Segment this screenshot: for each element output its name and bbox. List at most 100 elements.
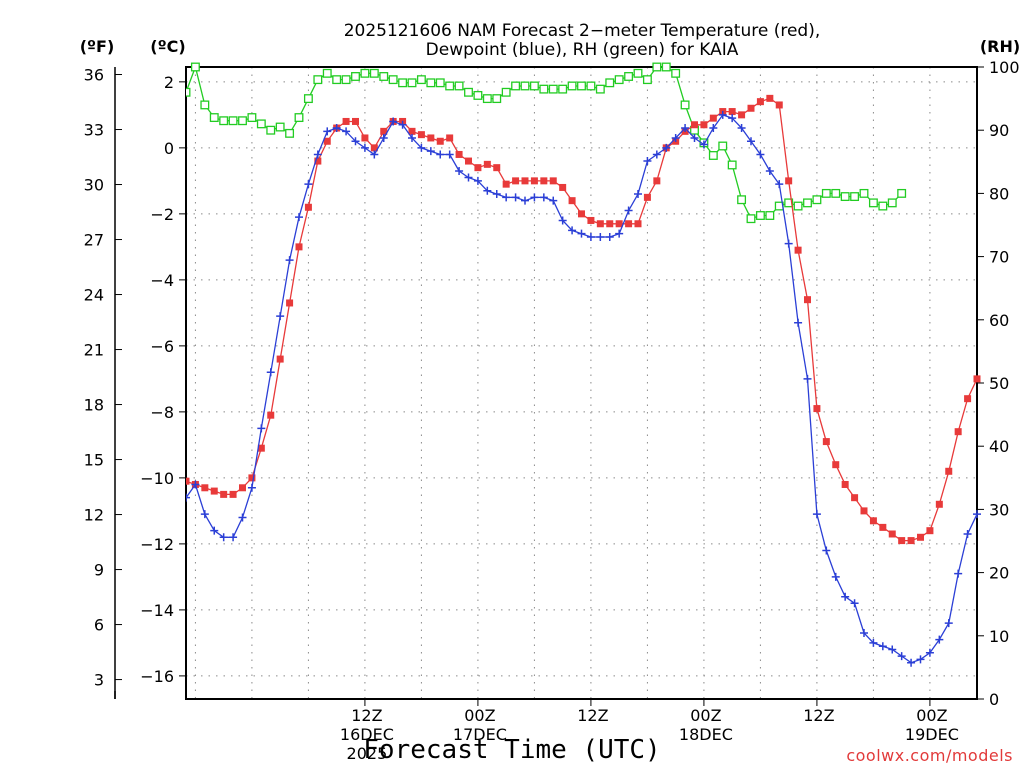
rh-point [605,78,615,88]
rh-point [558,84,568,94]
rh-point [718,141,728,151]
temperature-point [926,527,934,535]
rh-tick-label: 60 [989,311,1009,330]
dewpoint-point [690,133,699,142]
rh-point [973,0,981,8]
dewpoint-point [925,648,934,657]
temperature-point [587,216,595,224]
temperature-point [361,134,369,142]
temperature-point [898,537,906,545]
dewpoint-point [944,619,953,628]
x-tick-label: 18DEC [679,725,733,744]
rh-point [482,94,492,104]
rh-point [266,125,276,135]
dewpoint-point [935,635,944,644]
rh-point [727,160,737,170]
dewpoint-point [878,642,887,651]
dewpoint-point [186,493,190,502]
temperature-point [653,177,661,185]
dewpoint-point [247,483,256,492]
rh-point [642,75,652,85]
temperature-line [186,97,978,542]
x-tick-label: 12Z [577,706,608,725]
temperature-point [549,177,557,185]
dewpoint-point [313,150,322,159]
rh-tick-label: 100 [989,58,1020,77]
temperature-point [700,121,708,129]
fahrenheit-tick-label: 33 [84,121,104,140]
temperature-point [691,121,698,129]
tick-labels: 20−2−4−6−8−10−12−14−16363330272421181512… [84,58,1020,763]
temperature-point [314,157,322,165]
dewpoint-point [473,176,482,185]
rh-point [407,78,417,88]
temperature-point [794,246,802,254]
rh-point [897,188,907,198]
celsius-tick-label: 2 [164,73,174,92]
dewpoint-point [643,157,652,166]
fahrenheit-tick-label: 9 [94,561,104,580]
rh-point [840,192,850,202]
celsius-tick-label: −4 [150,271,174,290]
temperature-point [785,177,793,185]
dewpoint-point [699,140,708,149]
temperature-point [709,114,717,122]
rh-tick-label: 70 [989,248,1009,267]
rh-point [351,72,360,81]
rh-point [294,113,304,123]
rh-point [435,78,445,88]
temperature-point [804,296,811,304]
temperature-point [229,490,237,498]
plot-frame [185,66,978,700]
temperature-point [596,220,604,228]
temperature-point [634,220,642,228]
temperature-point [869,517,877,525]
rh-point [548,84,558,94]
dewpoint-point [652,150,661,159]
fahrenheit-tick-label: 36 [84,66,104,85]
temperature-point [935,500,943,508]
rh-point [285,128,295,138]
temperature-point [352,117,359,125]
temperature-point [832,461,840,469]
temperature-point [408,127,416,135]
rh-point [341,75,351,85]
temperature-point [559,183,567,191]
dewpoint-point [285,256,294,265]
dewpoint-point [624,206,633,215]
rh-tick-label: 50 [989,374,1009,393]
dewpoint-point [897,652,906,661]
rh-point [567,81,577,91]
dewpoint-point [276,312,285,321]
dewpoint-point [436,150,445,159]
temperature-point [879,523,887,531]
temperature-point [578,210,585,218]
rh-point [398,78,408,88]
dewpoint-point [408,133,416,142]
dewpoint-point [342,127,351,136]
rh-point [737,195,747,205]
dewpoint-point [379,133,388,142]
temperature-point [304,203,312,211]
temperature-point [568,197,576,205]
rh-point [595,84,605,94]
temperature-point [436,137,444,145]
temperature-point [446,134,454,142]
dewpoint-point [445,150,454,159]
temperature-point [512,177,520,185]
x-tick-label: 19DEC [905,725,959,744]
rh-point [577,81,586,91]
dewpoint-point [483,186,492,195]
dewpoint-point [737,124,746,133]
dewpoint-point [370,150,379,159]
dewpoint-point [681,124,690,133]
rh-point [511,81,521,91]
dewpoint-point [417,143,426,152]
credit-text: coolwx.com/models [846,746,1013,765]
temperature-point [888,530,896,538]
temperature-point [342,117,350,125]
dewpoint-point [615,229,624,238]
dewpoint-point [671,133,680,142]
dewpoint-point [605,232,614,241]
rh-point [887,198,897,208]
